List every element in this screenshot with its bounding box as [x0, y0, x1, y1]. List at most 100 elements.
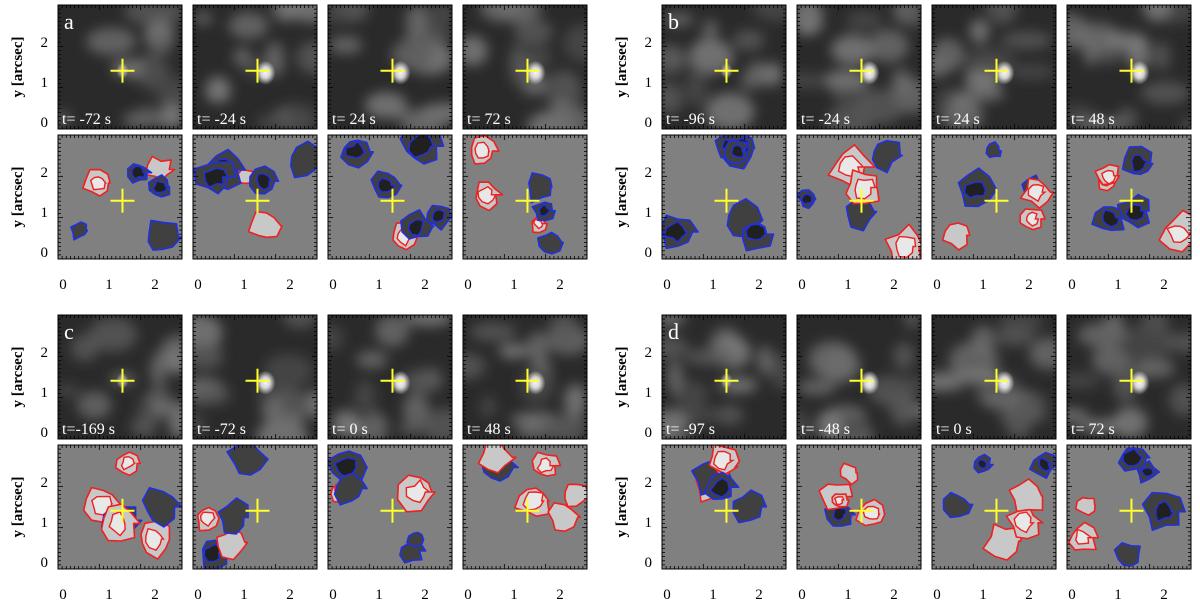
intensity-image	[327, 314, 453, 440]
bright-point	[859, 60, 880, 85]
marker-cross	[714, 368, 739, 393]
negative-contour-inner	[1124, 203, 1146, 222]
x-tick-label: 2	[556, 587, 564, 603]
intensity-image	[462, 4, 588, 130]
intensity-image	[192, 4, 318, 130]
positive-contour-inner	[477, 185, 497, 205]
negative-contour-inner	[407, 218, 424, 237]
granulation	[463, 315, 587, 439]
y-tick-label: 0	[645, 425, 653, 441]
magnetogram	[931, 134, 1057, 260]
x-tick-label: 1	[1114, 277, 1122, 293]
x-tick-label: 1	[510, 587, 518, 603]
x-tick-label: 2	[1160, 587, 1168, 603]
x-tick-label: 0	[1068, 277, 1076, 293]
time-label: t= 0 s	[332, 421, 368, 438]
tick-marks	[192, 314, 318, 440]
marker-cross	[984, 58, 1009, 83]
positive-contour	[1074, 496, 1096, 516]
positive-contour-inner	[862, 505, 881, 520]
tick-marks	[796, 444, 922, 570]
positive-contour	[247, 210, 283, 239]
panel-d: t= -97 s 0 1 2 t= -48 s 0 1 2 t= 0 s 0 1 2 t= 72 s 0 1…	[614, 314, 1192, 603]
negative-contour-inner	[1130, 154, 1151, 173]
y-tick-label: 1	[645, 515, 653, 531]
magnetogram	[931, 444, 1057, 570]
y-tick-label: 2	[41, 475, 49, 491]
tick-marks	[931, 4, 1057, 130]
x-tick-label: 2	[286, 587, 294, 603]
x-tick-label: 0	[59, 587, 67, 603]
intensity-image	[462, 314, 588, 440]
intensity-image	[661, 314, 787, 440]
negative-contour-inner	[1038, 456, 1053, 472]
x-tick-label: 1	[375, 277, 383, 293]
tick-marks	[931, 444, 1057, 570]
x-tick-label: 2	[755, 587, 763, 603]
negative-contour-inner	[377, 177, 397, 193]
marker-cross	[1119, 188, 1144, 213]
positive-contour-inner	[1027, 183, 1047, 203]
marker-cross	[849, 188, 874, 213]
tick-marks	[327, 134, 453, 260]
granulation	[662, 315, 786, 439]
bright-point	[525, 60, 546, 85]
positive-contour-inner	[1025, 211, 1040, 227]
negative-contour-inner	[963, 181, 987, 199]
negative-contour-inner	[256, 172, 273, 191]
tick-marks	[931, 134, 1057, 260]
y-tick-label: 0	[645, 555, 653, 571]
tick-marks	[661, 444, 787, 570]
time-label: t= -72 s	[197, 421, 246, 438]
time-label: t= -24 s	[197, 111, 246, 128]
magnetogram-background	[797, 445, 921, 569]
time-label: t= 72 s	[467, 111, 511, 128]
marker-cross	[984, 498, 1009, 523]
x-tick-label: 2	[755, 277, 763, 293]
y-axis-label: y [arcsec]	[10, 477, 26, 538]
magnetogram	[327, 444, 453, 570]
x-tick-label: 0	[329, 587, 337, 603]
x-tick-label: 1	[375, 587, 383, 603]
magnetogram	[1066, 444, 1192, 570]
marker-cross	[515, 498, 540, 523]
magnetogram	[462, 134, 588, 260]
y-tick-label: 1	[41, 515, 49, 531]
positive-contour	[839, 462, 859, 486]
granulation	[193, 315, 317, 439]
positive-contour-inner	[199, 511, 217, 528]
tick-marks	[796, 314, 922, 440]
x-tick-label: 2	[890, 277, 898, 293]
bright-point	[255, 370, 276, 395]
x-tick-label: 0	[933, 587, 941, 603]
granulation	[58, 5, 182, 129]
intensity-image	[1066, 314, 1192, 440]
tick-marks	[661, 4, 787, 130]
negative-contour	[537, 231, 564, 255]
marker-cross	[245, 368, 270, 393]
intensity-image	[327, 4, 453, 130]
marker-cross	[1119, 58, 1144, 83]
y-tick-label: 2	[645, 345, 653, 361]
x-tick-label: 2	[421, 277, 429, 293]
positive-contour	[477, 445, 517, 474]
x-tick-label: 1	[979, 277, 987, 293]
negative-contour	[226, 445, 269, 476]
time-label: t= 0 s	[936, 421, 972, 438]
tick-marks	[462, 134, 588, 260]
negative-contour	[141, 487, 182, 528]
x-tick-label: 0	[59, 277, 67, 293]
marker-cross	[1119, 368, 1144, 393]
x-tick-label: 1	[240, 277, 248, 293]
intensity-image	[661, 4, 787, 130]
positive-contour	[1008, 478, 1044, 513]
granulation	[932, 315, 1056, 439]
marker-cross	[714, 188, 739, 213]
time-label: t= 24 s	[332, 111, 376, 128]
tick-marks	[796, 4, 922, 130]
x-tick-label: 2	[1025, 277, 1033, 293]
positive-contour-inner	[1166, 225, 1191, 244]
magnetogram	[192, 444, 318, 570]
tick-marks	[462, 314, 588, 440]
x-tick-label: 0	[798, 587, 806, 603]
